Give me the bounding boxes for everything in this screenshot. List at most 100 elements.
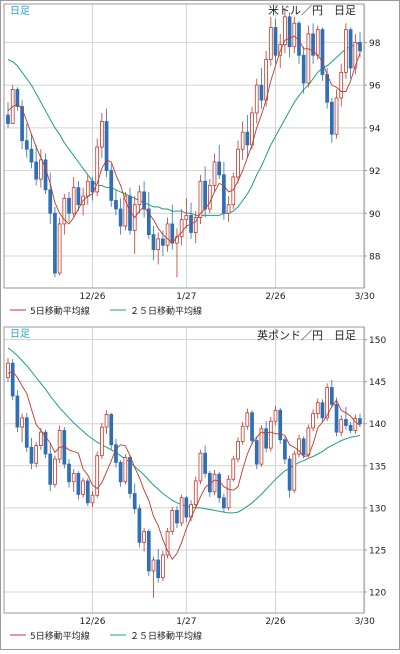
candle-up xyxy=(151,559,156,572)
candle-up xyxy=(339,71,344,99)
candle-up xyxy=(315,402,320,415)
usd-jpy-chart: 88 90 92 94 96 98 12/26 1/27 2/26 3/30 日足 米ドル／円 … xyxy=(3,3,381,317)
candle-up xyxy=(226,204,231,214)
x-tick-label: 3/30 xyxy=(355,292,375,302)
candle-up xyxy=(240,425,245,442)
candle-down xyxy=(254,440,259,465)
y-tick-label: 96 xyxy=(369,82,381,92)
plot-area-border xyxy=(3,326,365,614)
candle-up xyxy=(179,219,184,238)
gbp-jpy-chart-panel: 120 125 130 135 140 145 150 12/26 1/27 2/26 3/30 … xyxy=(0,325,400,650)
candle-down xyxy=(358,418,362,425)
candle-up xyxy=(100,121,104,148)
candle-up xyxy=(6,362,10,378)
ma25-line xyxy=(7,347,361,514)
y-tick-label: 98 xyxy=(369,39,381,49)
y-tick-label: 120 xyxy=(369,588,386,598)
candle-up xyxy=(268,420,273,449)
candle-down xyxy=(90,180,95,193)
y-tick-label: 94 xyxy=(369,124,381,134)
candle-up xyxy=(198,452,203,482)
candle-down xyxy=(170,223,175,244)
candle-down xyxy=(118,462,123,483)
timeframe-badge: 日足 xyxy=(10,5,30,17)
candle-up xyxy=(57,430,62,460)
candle-down xyxy=(24,417,29,448)
candle-up xyxy=(353,418,358,431)
candle-up xyxy=(315,29,320,56)
candle-up xyxy=(259,428,264,465)
candle-down xyxy=(15,89,20,107)
candle-down xyxy=(118,208,123,227)
candle-down xyxy=(43,159,48,191)
candle-up xyxy=(212,161,217,186)
candle-up xyxy=(53,458,57,485)
candle-down xyxy=(15,395,20,428)
candle-down xyxy=(329,101,334,135)
candle-down xyxy=(142,191,146,210)
candle-up xyxy=(71,187,76,214)
y-tick-label: 145 xyxy=(369,378,386,388)
x-tick-label: 1/27 xyxy=(176,292,196,302)
x-tick-label: 2/26 xyxy=(265,292,285,302)
candle-up xyxy=(57,223,62,274)
candle-down xyxy=(203,452,207,474)
candle-up xyxy=(137,191,142,206)
candle-up xyxy=(273,409,278,422)
y-tick-label: 140 xyxy=(369,420,386,430)
candle-up xyxy=(165,531,170,556)
candle-up xyxy=(170,509,175,532)
candle-down xyxy=(329,387,334,405)
candle-down xyxy=(320,402,325,419)
candle-down xyxy=(334,403,339,433)
candle-up xyxy=(198,180,203,218)
candle-up xyxy=(123,195,128,227)
candle-down xyxy=(43,431,48,455)
candle-up xyxy=(184,214,189,221)
candle-down xyxy=(67,463,71,483)
candle-down xyxy=(301,54,306,84)
y-tick-label: 88 xyxy=(369,252,381,262)
candle-down xyxy=(114,444,118,463)
candle-down xyxy=(175,509,179,524)
candle-up xyxy=(95,455,100,496)
candle-down xyxy=(67,197,71,214)
candle-down xyxy=(20,106,24,142)
chart-title: 英ポンド／円 日足 xyxy=(257,328,356,342)
candle-up xyxy=(339,419,344,433)
candle-down xyxy=(29,148,34,163)
candle-down xyxy=(137,508,142,543)
candle-up xyxy=(104,414,109,428)
candle-up xyxy=(165,223,170,246)
candle-down xyxy=(161,238,165,246)
candle-down xyxy=(287,458,292,491)
candle-up xyxy=(245,412,250,427)
candle-up xyxy=(100,426,104,457)
candle-down xyxy=(245,131,250,146)
candle-up xyxy=(226,478,231,509)
candle-up xyxy=(236,441,240,460)
candle-up xyxy=(292,453,297,491)
candle-down xyxy=(146,208,151,236)
candle-up xyxy=(311,413,315,429)
candle-up xyxy=(38,431,43,447)
candle-down xyxy=(109,414,114,446)
candle-up xyxy=(161,554,165,579)
candle-down xyxy=(6,114,10,124)
candle-down xyxy=(217,473,222,499)
candle-down xyxy=(325,74,330,103)
ma5-legend-label: 5日移動平均線 xyxy=(30,630,90,642)
candle-down xyxy=(283,439,287,460)
candle-up xyxy=(231,176,236,206)
candle-down xyxy=(109,170,114,201)
y-tick-label: 125 xyxy=(369,546,386,556)
ma25-legend-label: ２５日移動平均線 xyxy=(130,630,202,642)
ma5-line xyxy=(7,35,361,244)
candle-down xyxy=(24,140,29,150)
candle-down xyxy=(34,161,39,180)
candle-up xyxy=(292,22,297,48)
candle-down xyxy=(222,174,226,214)
candle-down xyxy=(114,200,118,210)
candle-down xyxy=(358,42,362,52)
candle-down xyxy=(348,425,353,431)
